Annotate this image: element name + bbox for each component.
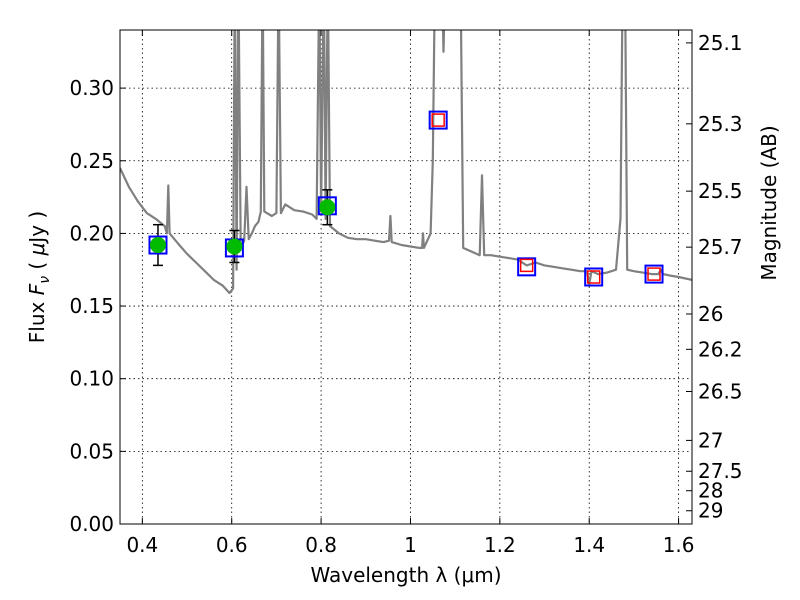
upper-limit-square: [586, 270, 601, 284]
right-tick-label: 27: [698, 428, 723, 452]
right-tick-label: 25.5: [698, 179, 743, 203]
right-tick-label: 25.1: [698, 31, 743, 55]
x-tick-label: 1.4: [573, 533, 605, 557]
model-photometry-square: [584, 267, 604, 287]
spectrum-line: [120, 30, 692, 295]
spectrum-layer: [120, 30, 692, 295]
grid: [120, 30, 692, 525]
right-tick-label: 25.7: [698, 235, 743, 259]
y-tick-label: 0.20: [69, 221, 114, 245]
x-tick-label: 0.8: [305, 533, 337, 557]
model-photometry-square: [517, 257, 537, 277]
y-tick-label: 0.10: [69, 367, 114, 391]
y-axis-label: Flux Fν ( μJy ): [25, 211, 53, 343]
model-photometry-square: [148, 235, 168, 255]
x-axis-label: Wavelength λ (μm): [310, 563, 501, 587]
x-tick-label: 1: [404, 533, 417, 557]
x-axis: 0.4 0.6 0.8 1 1.2 1.4 1.6: [126, 30, 695, 557]
x-tick-label: 1.6: [663, 533, 695, 557]
plot-frame: [119, 29, 693, 525]
right-axis-label: Magnitude (AB): [757, 125, 781, 280]
model-photometry-square: [644, 264, 664, 284]
right-tick-label: 28: [698, 479, 723, 503]
model-photometry-square: [428, 110, 448, 130]
x-tick-label: 0.6: [216, 533, 248, 557]
upper-limit-square: [519, 258, 534, 273]
upper-limit-square: [431, 113, 445, 127]
right-tick-label: 26.2: [698, 337, 743, 361]
right-tick-label: 27.5: [698, 459, 743, 483]
right-tick-label: 29: [698, 499, 723, 523]
y-tick-label: 0.25: [69, 149, 114, 173]
marker-layer: [148, 110, 664, 287]
y-tick-label: 0.30: [69, 76, 114, 100]
observed-photometry-point: [149, 237, 166, 254]
right-tick-label: 25.3: [698, 112, 743, 136]
y-tick-label: 0.00: [69, 512, 114, 536]
x-tick-label: 1.2: [484, 533, 516, 557]
observed-photometry-point: [226, 238, 243, 255]
right-tick-label: 26.5: [698, 379, 743, 403]
upper-limit-square: [647, 267, 661, 281]
y-tick-label: 0.15: [69, 294, 114, 318]
right-tick-label: 26: [698, 302, 723, 326]
x-tick-label: 0.4: [126, 533, 158, 557]
y-axis: 0.00 0.05 0.10 0.15 0.20 0.25 0.30: [69, 76, 126, 536]
observed-photometry-point: [319, 199, 336, 216]
y-tick-label: 0.05: [69, 439, 114, 463]
